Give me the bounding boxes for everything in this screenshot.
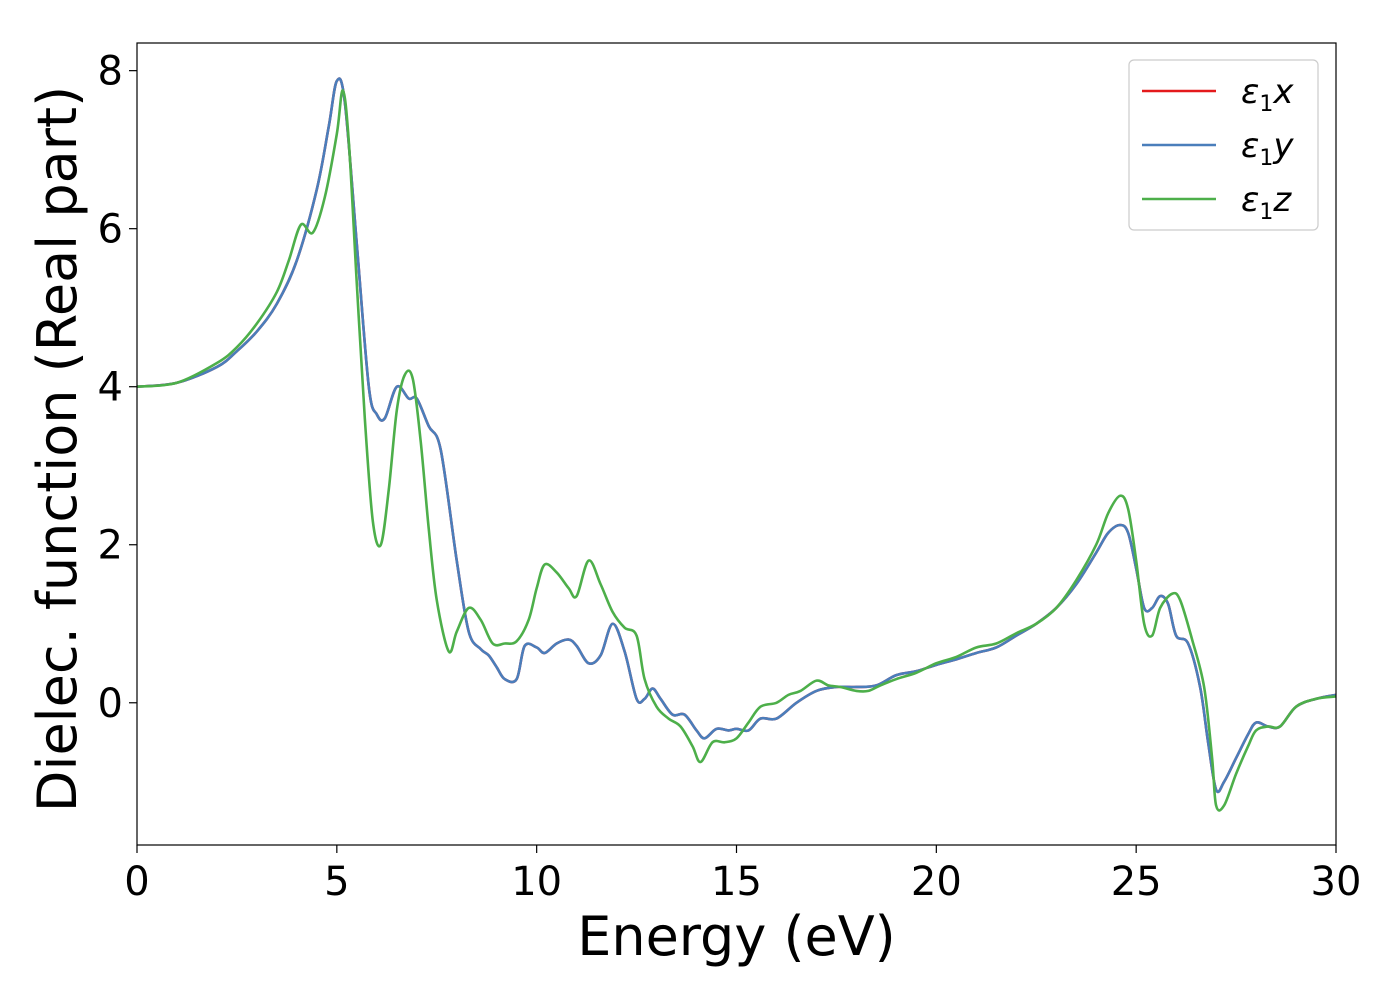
y-axis-ticks: 0 2 4 6 8 xyxy=(98,49,137,727)
y-tick-label: 6 xyxy=(98,207,123,253)
x-axis-ticks: 0 5 10 15 20 25 30 xyxy=(124,845,1361,905)
x-axis-label: Energy (eV) xyxy=(577,905,896,968)
y-axis-label: Dielec. function (Real part) xyxy=(26,86,89,812)
x-tick-label: 15 xyxy=(711,859,762,905)
legend-label-z: ε1z xyxy=(1241,180,1292,225)
y-tick-label: 0 xyxy=(98,681,123,727)
y-tick-label: 2 xyxy=(98,523,123,569)
x-tick-label: 30 xyxy=(1311,859,1362,905)
series-line-y xyxy=(137,77,1336,794)
y-tick-label: 4 xyxy=(98,365,123,411)
series-line-z xyxy=(137,89,1336,812)
x-tick-label: 0 xyxy=(124,859,149,905)
legend-label-x: ε1x xyxy=(1241,72,1294,117)
x-tick-label: 25 xyxy=(1111,859,1162,905)
series-layer xyxy=(137,77,1336,812)
legend: ε1x ε1y ε1z xyxy=(1128,59,1319,231)
x-tick-label: 10 xyxy=(511,859,562,905)
x-tick-label: 20 xyxy=(911,859,962,905)
x-tick-label: 5 xyxy=(324,859,349,905)
legend-label-y: ε1y xyxy=(1241,126,1294,171)
y-tick-label: 8 xyxy=(98,49,123,95)
legend-box xyxy=(1128,59,1319,231)
